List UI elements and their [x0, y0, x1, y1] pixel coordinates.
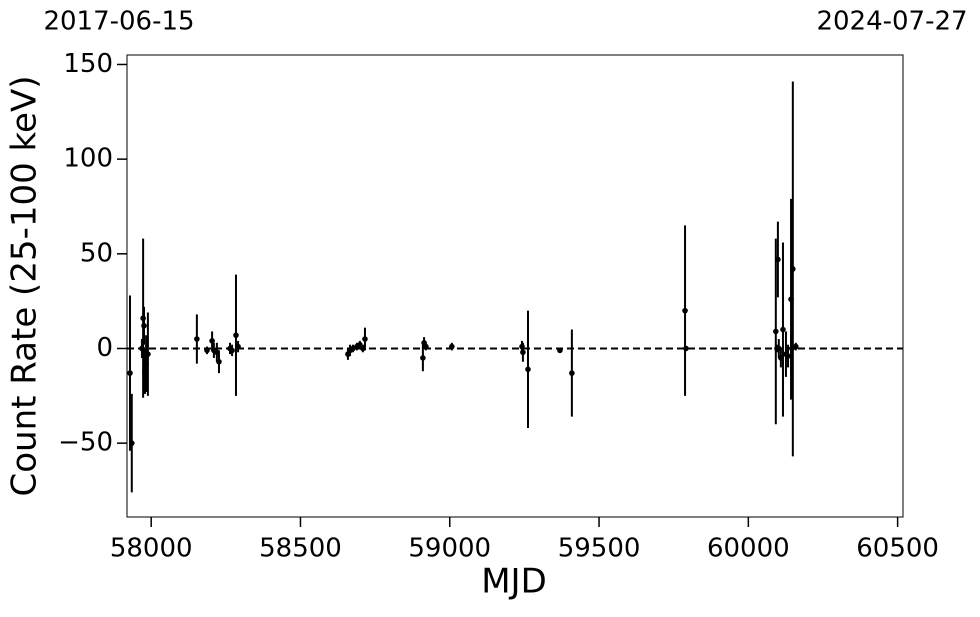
data-point [127, 370, 133, 376]
y-axis-label: Count Rate (25-100 keV) [5, 76, 45, 497]
data-point [525, 366, 531, 373]
x-axis-label: MJD [481, 562, 547, 602]
data-point [194, 336, 200, 342]
data-point [235, 343, 241, 350]
data-point [357, 341, 363, 348]
x-tick-label: 58500 [259, 534, 342, 564]
data-point [145, 351, 151, 357]
data-point [233, 332, 239, 339]
data-point [785, 353, 791, 359]
x-tick-label: 58000 [110, 534, 193, 564]
data-point [775, 256, 781, 263]
data-point [420, 355, 426, 361]
x-tick-label: 59500 [558, 534, 641, 564]
y-tick-label: 100 [63, 144, 113, 174]
data-point [362, 336, 368, 342]
end-date: 2024-07-27 [816, 7, 967, 37]
data-point [780, 326, 786, 333]
data-point [449, 343, 455, 350]
x-tick-label: 60000 [707, 534, 790, 564]
data-point [423, 343, 429, 350]
data-point [520, 349, 526, 356]
data-point [682, 307, 688, 314]
data-point [569, 370, 575, 376]
data-point [141, 322, 147, 329]
x-tick-label: 59000 [408, 534, 491, 564]
y-tick-label: −50 [58, 428, 113, 458]
start-date: 2017-06-15 [43, 7, 194, 37]
data-point [229, 347, 235, 354]
data-point [793, 343, 799, 350]
y-tick-label: 150 [63, 49, 113, 79]
y-tick-label: 0 [96, 333, 113, 363]
y-tick-label: 50 [80, 238, 113, 268]
data-point [128, 440, 135, 446]
data-point [557, 347, 563, 354]
data-point [209, 338, 215, 344]
data-point [216, 358, 222, 365]
data-point [683, 345, 689, 352]
data-point [790, 266, 796, 272]
x-tick-label: 60500 [856, 534, 939, 564]
data-point [204, 347, 210, 354]
data-point [773, 328, 779, 335]
plot-frame [126, 54, 904, 518]
